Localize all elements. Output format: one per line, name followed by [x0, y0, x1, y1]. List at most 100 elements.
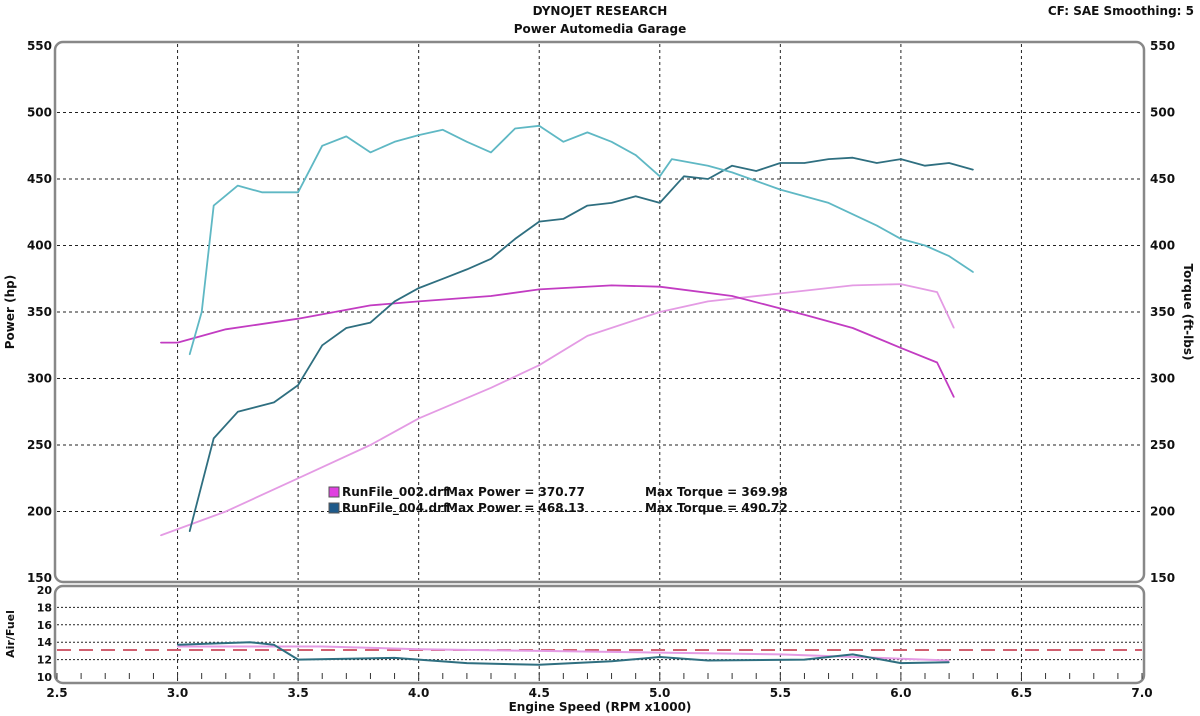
x-tick-label: 6.5 — [1011, 686, 1032, 700]
afr-point-run004-power — [610, 660, 613, 662]
afr-point-run004-power — [948, 661, 950, 663]
y2-tick-label: 500 — [1150, 106, 1175, 120]
main-point-run004-torque — [876, 224, 878, 227]
main-point-run002-torque — [659, 286, 661, 288]
main-point-run002-torque — [852, 327, 854, 329]
y2-tick-label: 400 — [1150, 239, 1175, 253]
main-point-run004-power — [707, 178, 709, 180]
main-point-run004-torque — [418, 134, 420, 136]
main-point-run002-power — [900, 283, 902, 285]
x-tick-label: 3.0 — [167, 686, 188, 700]
main-point-run004-power — [779, 162, 781, 164]
main-point-run004-power — [369, 322, 372, 324]
main-point-run004-power — [803, 162, 806, 164]
afr-point-run002-power — [659, 652, 661, 654]
afr-point-run004-power — [900, 662, 902, 664]
main-point-run004-power — [562, 218, 564, 220]
legend-max-torque-run002: Max Torque = 369.98 — [645, 485, 788, 499]
main-point-run002-power — [369, 444, 372, 446]
main-point-run002-torque — [936, 361, 938, 364]
x-tick-label: 2.5 — [46, 686, 67, 700]
afr-point-run004-power — [249, 641, 251, 643]
y2-axis-label: Torque (ft-lbs) — [1181, 264, 1195, 361]
legend-swatch-run002 — [328, 486, 340, 498]
y2-tick-label: 250 — [1150, 438, 1175, 452]
afr-point-run002-power — [321, 645, 323, 648]
main-point-run004-power — [731, 165, 733, 167]
main-point-run002-torque — [490, 295, 492, 297]
main-point-run004-torque — [189, 353, 191, 356]
main-point-run004-torque — [369, 151, 372, 153]
main-point-run004-power — [538, 220, 540, 223]
main-point-run004-power — [683, 175, 685, 177]
main-point-run004-power — [924, 165, 926, 167]
main-point-run002-power — [953, 327, 955, 329]
main-y-tick-label: 350 — [27, 305, 52, 319]
main-point-run004-power — [610, 202, 613, 204]
y2-tick-label: 150 — [1150, 571, 1175, 585]
main-point-run004-power — [852, 157, 854, 159]
main-point-run002-power — [490, 387, 492, 389]
legend-max-power-run002: Max Power = 370.77 — [446, 485, 585, 499]
y2-tick-label: 550 — [1150, 39, 1175, 53]
main-y-tick-label: 200 — [27, 505, 52, 519]
afr-y-tick-label: 14 — [37, 636, 53, 649]
main-point-run004-torque — [635, 154, 637, 156]
afr-y-tick-label: 16 — [37, 619, 53, 632]
main-point-run004-power — [297, 384, 299, 386]
afr-series-run004-power — [177, 641, 950, 666]
afr-point-run004-power — [659, 656, 661, 658]
x-tick-label: 5.5 — [770, 686, 791, 700]
legend-max-power-run004: Max Power = 468.13 — [446, 501, 585, 515]
main-point-run004-power — [972, 169, 974, 171]
main-y-tick-label: 400 — [27, 239, 52, 253]
main-point-run002-torque — [418, 300, 420, 302]
main-point-run002-torque — [225, 328, 227, 330]
main-point-run004-power — [321, 344, 323, 346]
main-point-run002-torque — [176, 341, 179, 344]
main-series-run002-torque — [160, 284, 955, 398]
afr-point-run004-power — [707, 659, 709, 662]
main-point-run004-torque — [237, 185, 239, 187]
main-point-run002-power — [852, 284, 854, 286]
main-point-run004-power — [900, 158, 902, 160]
main-point-run004-torque — [562, 141, 564, 143]
main-point-run002-power — [538, 364, 540, 366]
main-point-run002-power — [779, 292, 781, 294]
afr-point-run002-power — [176, 645, 179, 648]
main-y-tick-label: 250 — [27, 438, 52, 452]
main-point-run004-power — [490, 258, 492, 260]
main-point-run004-torque — [707, 165, 709, 167]
main-point-run002-torque — [297, 318, 299, 320]
main-point-run002-torque — [731, 295, 733, 297]
main-point-run004-torque — [213, 205, 215, 207]
main-point-run004-power — [189, 530, 191, 533]
main-point-run004-torque — [671, 158, 673, 160]
afr-point-run004-power — [393, 657, 396, 659]
main-point-run002-torque — [369, 304, 372, 306]
x-axis-label: Engine Speed (RPM x1000) — [509, 700, 692, 714]
main-point-run004-power — [237, 411, 239, 413]
afr-plot-frame — [53, 584, 1146, 685]
main-point-run002-power — [707, 300, 709, 302]
main-point-run004-torque — [779, 189, 781, 191]
afr-point-run004-power — [273, 644, 275, 646]
power-torque-plot: 150 150 200 200 250 250 300 300 350 350 400 400 450 4… — [27, 39, 1175, 585]
main-point-run004-torque — [827, 202, 830, 204]
main-point-run002-torque — [953, 396, 955, 398]
main-point-run002-torque — [160, 341, 162, 344]
main-point-run004-torque — [900, 238, 902, 240]
afr-axis-label: Air/Fuel — [4, 610, 17, 658]
main-point-run004-power — [273, 401, 275, 404]
correction-settings: CF: SAE Smoothing: 5 — [1047, 4, 1194, 18]
main-point-run002-torque — [538, 288, 540, 290]
afr-y-tick-label: 12 — [37, 654, 52, 667]
main-point-run002-power — [936, 291, 938, 293]
main-point-run004-power — [948, 162, 950, 164]
main-point-run002-power — [297, 477, 299, 479]
chart-title: DYNOJET RESEARCH — [532, 4, 668, 18]
main-point-run004-power — [659, 202, 661, 204]
afr-point-run002-power — [538, 650, 540, 652]
main-point-run002-power — [225, 510, 227, 513]
